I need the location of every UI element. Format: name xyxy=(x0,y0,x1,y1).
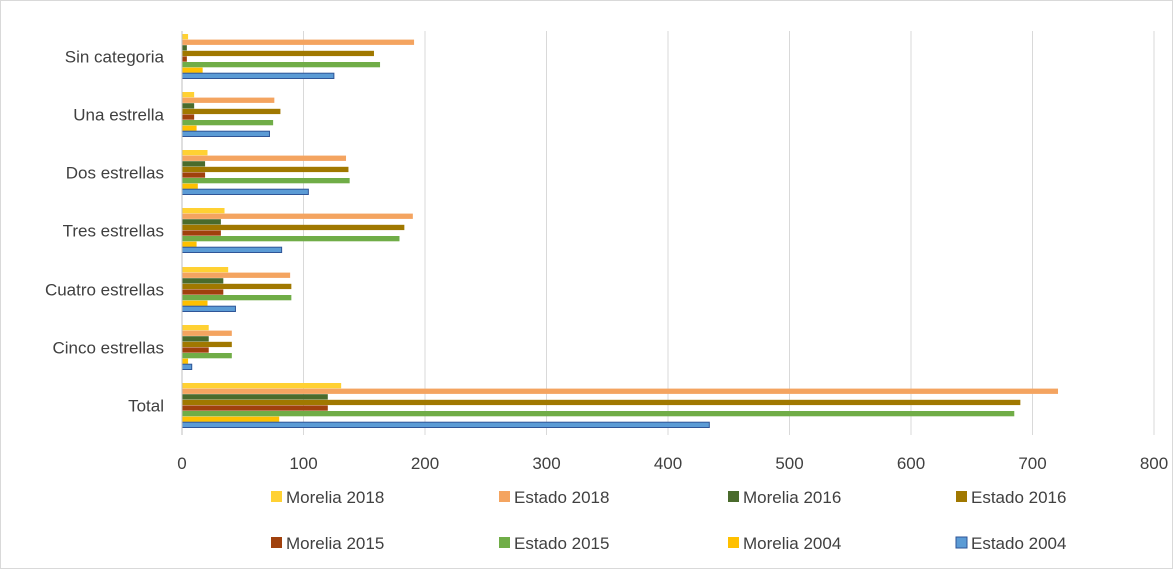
legend-swatch-estado-2016 xyxy=(956,491,967,502)
bar-sin-categoria-morelia-2018 xyxy=(182,34,189,40)
bar-cinco-estrellas-morelia-2018 xyxy=(182,325,209,331)
x-tick-label-800: 800 xyxy=(1140,454,1168,473)
category-label-dos-estrellas: Dos estrellas xyxy=(66,163,164,182)
bar-cinco-estrellas-estado-2016 xyxy=(182,341,232,348)
x-tick-labels: 0 100 200 300 400 500 600 700 800 xyxy=(177,454,1168,473)
legend-swatch-estado-2018 xyxy=(499,491,510,502)
bar-cuatro-estrellas-estado-2004 xyxy=(181,305,236,313)
bar-tres-estrellas-morelia-2015 xyxy=(182,230,221,236)
bar-una-estrella-morelia-2018 xyxy=(182,92,195,98)
bar-una-estrella-estado-2018 xyxy=(182,97,275,103)
x-tick-label-0: 0 xyxy=(177,454,186,473)
bar-sin-categoria-estado-2015 xyxy=(182,62,381,68)
bar-sin-categoria-estado-2018 xyxy=(182,39,415,45)
bar-sin-categoria-morelia-2004 xyxy=(182,67,203,73)
bar-dos-estrellas-morelia-2004 xyxy=(182,183,198,189)
category-label-cinco-estrellas: Cinco estrellas xyxy=(53,338,165,357)
legend-label-morelia-2018: Morelia 2018 xyxy=(286,488,384,507)
bar-dos-estrellas-morelia-2018 xyxy=(182,150,208,156)
bar-cuatro-estrellas-estado-2018 xyxy=(182,272,291,278)
legend-label-morelia-2015: Morelia 2015 xyxy=(286,534,384,553)
legend-swatch-morelia-2015 xyxy=(271,537,282,548)
bar-cuatro-estrellas-morelia-2016 xyxy=(182,278,224,284)
bar-total-morelia-2016 xyxy=(182,394,328,400)
bar-cuatro-estrellas-morelia-2018 xyxy=(182,267,229,273)
bar-tres-estrellas-estado-2004 xyxy=(181,246,283,253)
legend-label-estado-2016: Estado 2016 xyxy=(971,488,1066,507)
bar-sin-categoria-morelia-2015 xyxy=(182,56,187,62)
bar-tres-estrellas-estado-2016 xyxy=(182,224,405,231)
category-labels: Sin categoria Una estrella Dos estrellas Tr… xyxy=(45,47,165,415)
bar-total-estado-2015 xyxy=(182,411,1015,417)
legend-label-morelia-2004: Morelia 2004 xyxy=(743,534,841,553)
bar-cuatro-estrellas-morelia-2015 xyxy=(182,289,224,295)
legend-swatch-estado-2015 xyxy=(499,537,510,548)
legend-label-estado-2015: Estado 2015 xyxy=(514,534,609,553)
category-label-una-estrella: Una estrella xyxy=(73,105,164,124)
bar-tres-estrellas-estado-2015 xyxy=(182,236,400,242)
bar-total-estado-2004 xyxy=(181,421,710,429)
bar-cinco-estrellas-morelia-2004 xyxy=(182,358,189,364)
bar-dos-estrellas-estado-2016 xyxy=(182,166,349,173)
category-label-cuatro-estrellas: Cuatro estrellas xyxy=(45,280,164,299)
bar-sin-categoria-estado-2016 xyxy=(182,50,374,57)
bar-total-morelia-2018 xyxy=(182,383,342,389)
bar-dos-estrellas-estado-2004 xyxy=(181,188,309,195)
bar-tres-estrellas-morelia-2018 xyxy=(182,208,225,214)
bar-tres-estrellas-estado-2018 xyxy=(182,213,413,219)
bar-dos-estrellas-estado-2015 xyxy=(182,178,350,184)
category-label-tres-estrellas: Tres estrellas xyxy=(63,221,164,240)
bar-una-estrella-morelia-2016 xyxy=(182,103,195,109)
bar-cinco-estrellas-morelia-2016 xyxy=(182,336,209,342)
bar-cuatro-estrellas-estado-2015 xyxy=(182,295,292,301)
legend-swatch-morelia-2018 xyxy=(271,491,282,502)
legend-swatch-estado-2004 xyxy=(955,536,968,549)
bar-cinco-estrellas-morelia-2015 xyxy=(182,347,209,353)
legend-swatch-morelia-2016 xyxy=(728,491,739,502)
category-label-total: Total xyxy=(128,396,164,415)
legend-label-morelia-2016: Morelia 2016 xyxy=(743,488,841,507)
legend-label-estado-2004: Estado 2004 xyxy=(971,534,1066,553)
bar-cuatro-estrellas-estado-2016 xyxy=(182,283,292,290)
bar-una-estrella-estado-2016 xyxy=(182,108,281,115)
bar-sin-categoria-estado-2004 xyxy=(181,72,335,79)
bar-cuatro-estrellas-morelia-2004 xyxy=(182,300,208,306)
bar-dos-estrellas-morelia-2015 xyxy=(182,172,206,178)
bar-cinco-estrellas-estado-2004 xyxy=(181,363,193,371)
bar-una-estrella-morelia-2015 xyxy=(182,114,195,120)
gridlines xyxy=(303,31,1155,435)
legend-swatch-morelia-2004 xyxy=(728,537,739,548)
bar-dos-estrellas-estado-2018 xyxy=(182,155,347,161)
x-tick-label-300: 300 xyxy=(532,454,560,473)
bar-total-estado-2018 xyxy=(182,388,1059,394)
bar-sin-categoria-morelia-2016 xyxy=(182,45,187,51)
x-tick-label-200: 200 xyxy=(411,454,439,473)
legend: Morelia 2018 Estado 2018 Morelia 2016 Estad… xyxy=(271,488,1066,553)
bar-una-estrella-estado-2015 xyxy=(182,120,274,126)
bar-cinco-estrellas-estado-2018 xyxy=(182,330,232,336)
x-tick-label-700: 700 xyxy=(1018,454,1046,473)
bars xyxy=(181,34,1059,429)
x-tick-label-500: 500 xyxy=(775,454,803,473)
bar-total-morelia-2015 xyxy=(182,405,328,411)
x-tick-label-100: 100 xyxy=(289,454,317,473)
bar-una-estrella-estado-2004 xyxy=(181,130,270,137)
bar-dos-estrellas-morelia-2016 xyxy=(182,161,206,167)
bar-total-morelia-2004 xyxy=(182,416,280,422)
bar-cinco-estrellas-estado-2015 xyxy=(182,353,232,359)
bar-una-estrella-morelia-2004 xyxy=(182,125,197,131)
bar-tres-estrellas-morelia-2016 xyxy=(182,219,221,225)
category-label-sin-categoria: Sin categoria xyxy=(65,47,165,66)
x-tick-label-400: 400 xyxy=(654,454,682,473)
bar-tres-estrellas-morelia-2004 xyxy=(182,241,197,247)
legend-label-estado-2018: Estado 2018 xyxy=(514,488,609,507)
bar-total-estado-2016 xyxy=(182,399,1021,406)
x-tick-label-600: 600 xyxy=(897,454,925,473)
